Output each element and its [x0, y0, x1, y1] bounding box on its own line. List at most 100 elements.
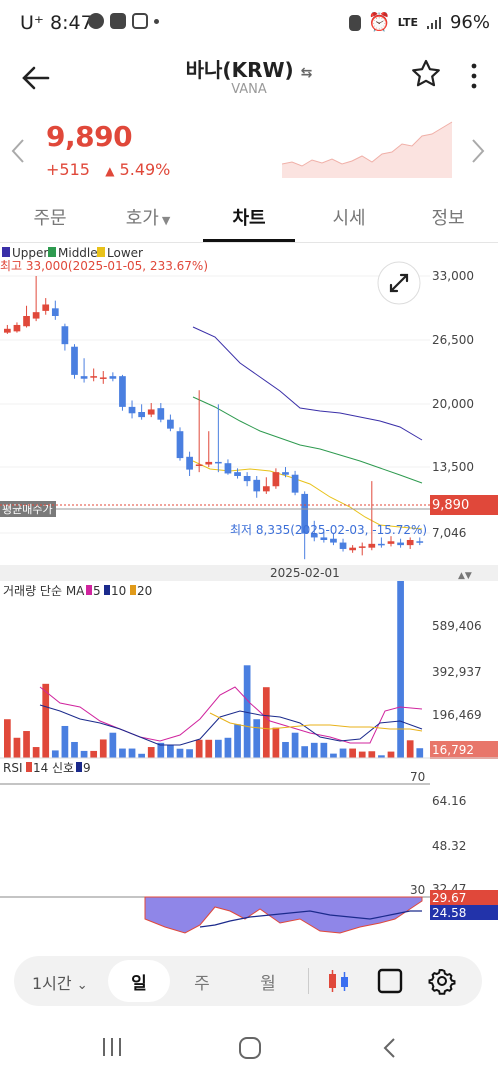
rsi-level-30: 30 [410, 883, 425, 897]
prev-coin-icon[interactable] [8, 136, 28, 166]
candle-body [358, 546, 366, 548]
tab-bar: 주문 호가 ▼ 차트 시세 정보 [0, 194, 498, 243]
candle-body [243, 476, 251, 482]
volume-bar [397, 581, 404, 758]
carrier: U⁺ [20, 12, 44, 34]
volume-bar [282, 741, 289, 758]
more-menu-icon[interactable] [462, 58, 486, 94]
volume-bar [23, 731, 30, 758]
favorite-star-icon[interactable] [410, 58, 442, 90]
drawing-tool-icon[interactable] [376, 967, 404, 995]
rsi-tag-bg [430, 890, 498, 905]
volume-ma10-line [39, 704, 423, 746]
price-chart[interactable]: Upper Middle Lower 최고 33,000(2025-01-05,… [0, 243, 498, 953]
volume-axis: 589,406 392,937 196,469 [432, 619, 482, 722]
status-bar: U⁺ 8:47 ⏰ LTE 96% [0, 0, 498, 48]
volume-bar [272, 727, 280, 758]
network-label: LTE [397, 16, 418, 29]
svg-text:RSI: RSI [3, 761, 23, 775]
candle-body [387, 541, 395, 544]
candle-body [253, 479, 261, 492]
svg-text:거래량 단순 MA: 거래량 단순 MA [3, 584, 85, 598]
svg-text:10: 10 [111, 584, 126, 598]
candle-body [282, 472, 289, 475]
candle-body [99, 377, 107, 379]
candle-body [224, 463, 232, 474]
mini-sparkline [282, 114, 454, 178]
tab-orderbook[interactable]: 호가 ▼ [125, 208, 171, 229]
candle-body [4, 328, 11, 333]
candle-type-icon[interactable] [326, 968, 352, 994]
volume-bar [406, 740, 414, 758]
price-change: +515 ▲ 5.49% [46, 160, 170, 179]
dot-icon [154, 18, 159, 24]
rsi-tag: 29.67 [432, 891, 466, 905]
candle-body [378, 543, 385, 546]
coin-title[interactable]: 바나(KRW) ⇆ [185, 58, 313, 82]
volume-bar [358, 751, 366, 758]
candle-body [51, 308, 59, 316]
candle-body [368, 543, 376, 548]
volume-bar [138, 753, 145, 758]
svg-text:14: 14 [33, 761, 48, 775]
volume-bar [32, 747, 40, 758]
candle-body [128, 406, 136, 414]
tab-order[interactable]: 주문 [33, 208, 67, 229]
period-day[interactable]: 일 [131, 974, 147, 994]
candle-body [32, 312, 40, 319]
volume-bar [310, 742, 318, 758]
volume-bar [339, 748, 347, 758]
tab-chart[interactable]: 차트 [232, 208, 266, 229]
rsi-oversold-fill [144, 896, 423, 934]
candle-body [320, 537, 328, 540]
coin-symbol: VANA [231, 82, 267, 97]
volume-bar [215, 739, 222, 758]
volume-bar [205, 739, 213, 758]
back-nav-icon[interactable] [380, 1036, 400, 1060]
volume-bar [80, 750, 88, 758]
candle-body [147, 409, 155, 415]
period-week[interactable]: 주 [194, 974, 210, 994]
price-tick: 7,046 [432, 526, 466, 540]
volume-bar [61, 725, 69, 758]
volume-bar [262, 687, 270, 758]
next-coin-icon[interactable] [468, 136, 488, 166]
svg-text:392,937: 392,937 [432, 665, 482, 679]
grid-lines [0, 275, 430, 534]
expand-chart-button[interactable] [377, 261, 421, 305]
volume-tag: 16,792 [432, 743, 474, 757]
tab-market[interactable]: 시세 [332, 208, 366, 229]
volume-ma5-line [39, 686, 423, 744]
settings-gear-icon[interactable] [428, 967, 456, 995]
rsi-signal-tag-bg [430, 905, 498, 920]
volume-bar [320, 742, 328, 758]
home-icon[interactable] [238, 1036, 262, 1060]
candle-body [330, 538, 337, 543]
volume-bar [42, 683, 50, 758]
interval-select[interactable]: 1시간 ⌄ [32, 974, 88, 993]
change-amount: +515 [46, 160, 90, 179]
volume-bar [330, 753, 337, 758]
svg-text:48.32: 48.32 [432, 839, 466, 853]
tab-info[interactable]: 정보 [431, 208, 465, 229]
edit-icon [132, 13, 148, 29]
svg-text:5: 5 [93, 584, 101, 598]
resize-handle-icon: ▲▼ [458, 571, 472, 581]
clock: 8:47 [49, 12, 93, 34]
candle-body [176, 431, 184, 459]
gallery-icon [110, 13, 126, 29]
svg-text:신호: 신호 [52, 761, 74, 775]
back-arrow-icon[interactable] [18, 60, 54, 96]
rsi-signal-line [199, 910, 422, 928]
candle-body [90, 376, 98, 378]
svg-text:9: 9 [83, 761, 91, 775]
recent-apps-icon[interactable] [100, 1036, 124, 1058]
volume-bar [368, 751, 376, 758]
candle-body [167, 419, 174, 429]
up-arrow-icon: ▲ [105, 164, 115, 178]
candle-body [186, 456, 193, 470]
volume-bar [119, 748, 126, 758]
period-month[interactable]: 월 [260, 974, 276, 994]
legend-upper: Upper [12, 246, 48, 260]
candle-body [406, 540, 414, 546]
